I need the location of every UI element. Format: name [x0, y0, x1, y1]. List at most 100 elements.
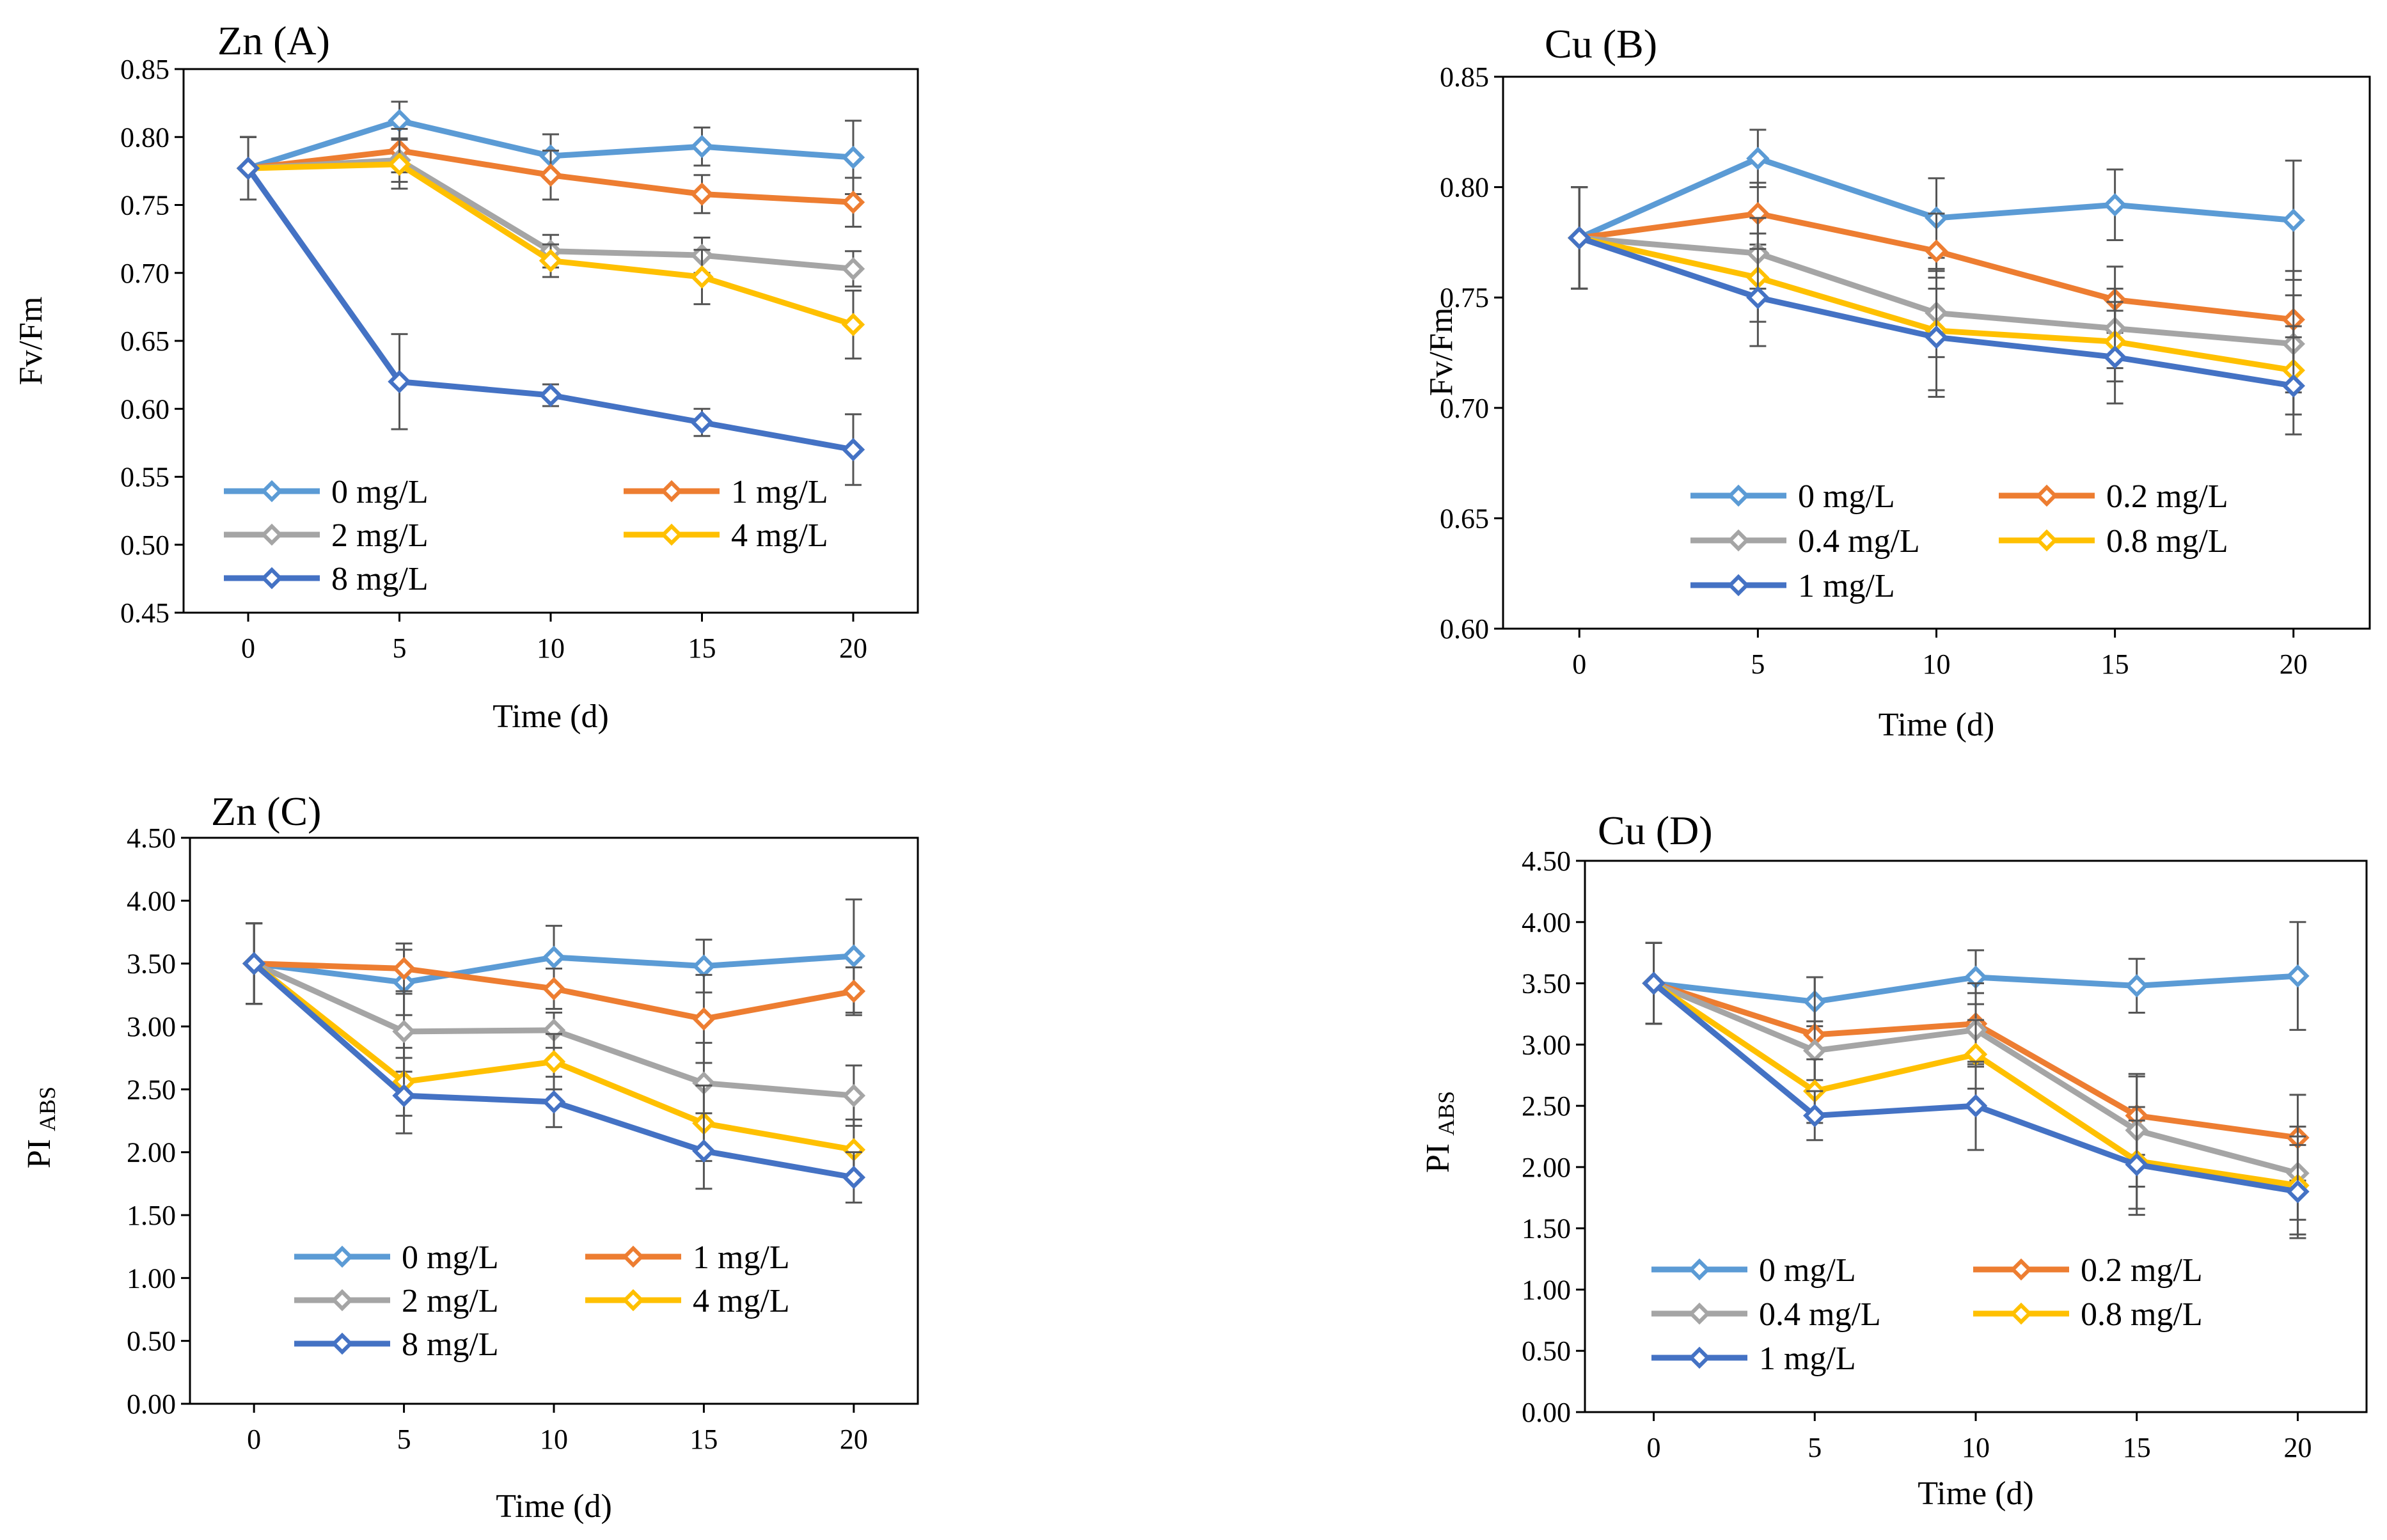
data-point: [2281, 374, 2306, 398]
legend-label: 1 mg/L: [693, 1239, 790, 1276]
data-point: [842, 944, 866, 968]
legend-label: 0 mg/L: [1798, 478, 1895, 515]
data-point: [2286, 1179, 2310, 1204]
y-tick-label: 4.00: [127, 885, 176, 916]
data-point: [539, 163, 563, 187]
legend-swatch-marker: [331, 1289, 354, 1312]
data-point: [841, 313, 865, 336]
y-tick-label: 0.65: [1440, 503, 1489, 534]
data-point: [842, 979, 866, 1003]
x-tick-label: 5: [393, 632, 407, 664]
x-tick-label: 15: [2101, 648, 2129, 680]
x-tick-label: 20: [839, 632, 867, 664]
y-tick-label: 3.00: [127, 1011, 176, 1042]
data-point: [692, 1139, 716, 1163]
legend-label: 0.4 mg/L: [1759, 1296, 1881, 1333]
data-point: [690, 134, 714, 159]
legend-label: 1 mg/L: [1759, 1340, 1856, 1377]
data-point: [1925, 326, 1948, 349]
legend-label: 2 mg/L: [402, 1283, 499, 1319]
legend-item: 1 mg/L: [1690, 568, 1895, 604]
y-tick-label: 0.65: [120, 326, 169, 357]
x-tick-label: 0: [247, 1424, 261, 1455]
data-point: [1642, 971, 1666, 995]
y-tick-label: 4.50: [1522, 845, 1571, 877]
legend-swatch-marker: [1727, 484, 1750, 507]
legend-label: 8 mg/L: [402, 1326, 499, 1363]
legend-item: 0.4 mg/L: [1690, 523, 1920, 560]
data-point: [242, 952, 266, 975]
data-point: [2103, 192, 2127, 217]
y-tick-label: 3.50: [127, 948, 176, 980]
x-tick-label: 5: [397, 1424, 411, 1455]
data-point: [2286, 964, 2310, 988]
x-tick-label: 20: [840, 1424, 868, 1455]
legend-label: 8 mg/L: [331, 561, 429, 597]
y-tick-label: 1.00: [127, 1262, 176, 1294]
x-tick-label: 0: [241, 632, 255, 664]
legend-item: 0 mg/L: [1651, 1252, 1856, 1289]
chart-panel-a: 0.45 0.50 0.55 0.60 0.65 0.70 0.75 0.80 0.85 0 5 10…: [13, 18, 919, 735]
legend-label: 0 mg/L: [331, 474, 429, 510]
legend: 0 mg/L 0.2 mg/L 0.4 mg/L 0.8 mg/L 1 mg/L: [1651, 1252, 2203, 1377]
y-tick-label: 1.50: [1522, 1213, 1571, 1245]
y-tick-label: 0.55: [120, 462, 169, 493]
x-tick-label: 0: [1647, 1432, 1661, 1463]
chart-panel-c: 0.00 0.50 1.00 1.50 2.00 2.50 3.00 3.50 4.00 4.50…: [21, 789, 919, 1525]
legend-swatch-marker: [2035, 484, 2058, 507]
legend-swatch-marker: [2035, 529, 2058, 552]
chart-title: Zn (C): [211, 789, 321, 834]
x-tick-label: 20: [2280, 648, 2308, 680]
data-point: [2125, 974, 2148, 998]
legend-label: 0.2 mg/L: [2081, 1252, 2203, 1289]
x-tick-label: 15: [2123, 1432, 2151, 1463]
x-tick-label: 15: [689, 1424, 718, 1455]
data-point: [392, 1019, 416, 1044]
y-axis-label-subscript: ABS: [1433, 1091, 1459, 1136]
x-axis-label: Time (d): [1918, 1475, 2034, 1512]
legend-item: 1 mg/L: [624, 474, 828, 510]
legend-swatch-marker: [260, 567, 283, 590]
chart-panel-d: 0.00 0.50 1.00 1.50 2.00 2.50 3.00 3.50 4.00 4.50…: [1420, 808, 2368, 1512]
y-tick-label: 0.00: [127, 1388, 176, 1420]
y-tick-label: 1.50: [127, 1200, 176, 1231]
data-point: [388, 152, 411, 176]
y-tick-label: 0.50: [1522, 1335, 1571, 1367]
data-point: [392, 1083, 416, 1108]
data-point: [841, 257, 865, 281]
data-point: [542, 1049, 566, 1074]
legend-swatch-marker: [1688, 1258, 1711, 1281]
chart-title: Cu (B): [1545, 21, 1657, 67]
y-tick-label: 2.00: [127, 1137, 176, 1168]
legend-label: 0.2 mg/L: [2106, 478, 2228, 515]
data-point: [2281, 208, 2306, 232]
legend-item: 8 mg/L: [294, 1326, 499, 1363]
legend-label: 2 mg/L: [331, 517, 429, 554]
x-tick-label: 10: [540, 1424, 568, 1455]
data-point: [690, 182, 714, 206]
data-point: [388, 370, 411, 393]
y-axis-label-main: Fv/Fm: [13, 297, 49, 386]
y-axis-label: Fv/Fm: [1423, 308, 1460, 397]
y-tick-label: 0.80: [120, 122, 169, 153]
data-point: [2103, 345, 2127, 369]
legend-label: 1 mg/L: [1798, 568, 1895, 604]
legend-swatch-marker: [2010, 1258, 2033, 1281]
series-4: [242, 922, 866, 1204]
y-tick-label: 0.50: [120, 530, 169, 561]
x-axis-label: Time (d): [496, 1488, 612, 1525]
data-point: [388, 109, 411, 132]
x-tick-label: 5: [1751, 648, 1765, 680]
y-tick-label: 0.00: [1522, 1397, 1571, 1428]
data-point: [542, 1090, 566, 1114]
data-point: [690, 411, 714, 434]
legend-swatch-marker: [1688, 1302, 1711, 1325]
legend-item: 4 mg/L: [624, 517, 828, 554]
legend-label: 4 mg/L: [693, 1283, 790, 1319]
legend-swatch-marker: [622, 1289, 645, 1312]
data-point: [1746, 285, 1770, 310]
data-point: [542, 977, 566, 1001]
y-axis-label-subscript: ABS: [35, 1087, 60, 1131]
legend: 0 mg/L 1 mg/L 2 mg/L 4 mg/L 8 mg/L: [224, 474, 828, 597]
legend-swatch-marker: [660, 523, 683, 546]
